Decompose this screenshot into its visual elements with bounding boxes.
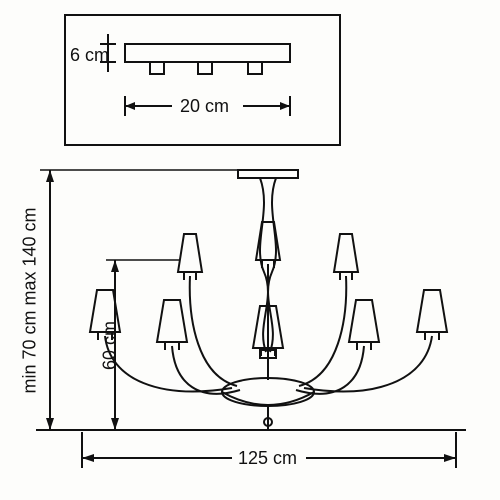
shade-upper <box>334 234 358 280</box>
dim-label-mount-w: 20 cm <box>180 96 229 117</box>
shade-lower <box>417 290 447 340</box>
diagram-svg <box>0 0 500 500</box>
dim-label-width: 125 cm <box>238 448 297 469</box>
arm-upper <box>299 276 346 386</box>
mount-leg <box>248 62 262 74</box>
inset-frame <box>65 15 340 145</box>
arm-upper <box>190 276 237 386</box>
arrowhead-icon <box>82 454 94 462</box>
mount-leg <box>198 62 212 74</box>
shade-lower <box>349 300 379 350</box>
arrowhead-icon <box>111 260 119 272</box>
arm-lower <box>105 336 232 391</box>
shade-lower <box>157 300 187 350</box>
dim-label-body-h: 60 cm <box>100 296 121 396</box>
diagram-canvas: 6 cm 20 cm min 70 cm max 140 cm 60 cm 12… <box>0 0 500 500</box>
center-bowl-bottom <box>222 392 314 405</box>
arrowhead-icon <box>125 102 135 110</box>
shade-upper <box>178 234 202 280</box>
arm-lower <box>172 346 240 394</box>
mount-leg <box>150 62 164 74</box>
arrowhead-icon <box>111 418 119 430</box>
arrowhead-icon <box>444 454 456 462</box>
mount-plate <box>125 44 290 62</box>
arm-lower <box>296 346 364 394</box>
arrowhead-icon <box>46 170 54 182</box>
arrowhead-icon <box>280 102 290 110</box>
dim-label-mount-h: 6 cm <box>70 45 109 66</box>
dim-label-total-h: min 70 cm max 140 cm <box>20 201 41 401</box>
arm-lower <box>304 336 432 391</box>
arrowhead-icon <box>46 418 54 430</box>
ceiling-plate <box>238 170 298 178</box>
